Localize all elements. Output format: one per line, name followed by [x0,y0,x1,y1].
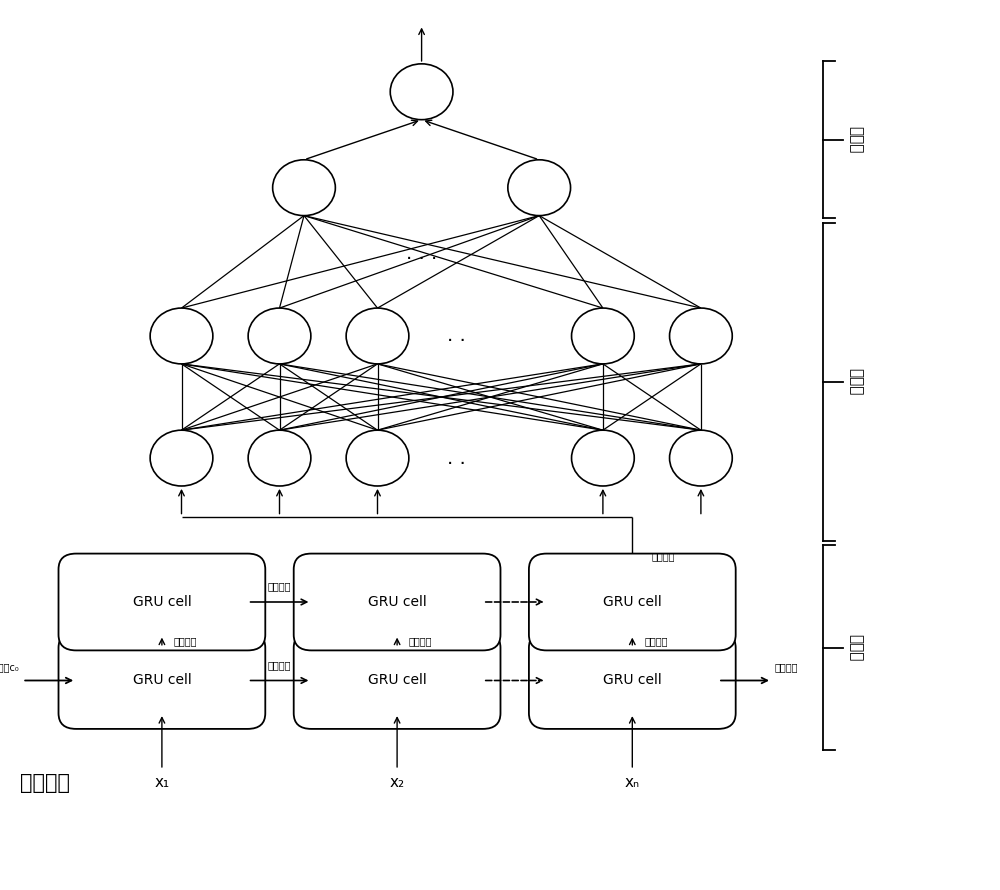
Text: GRU cell: GRU cell [133,674,191,687]
Text: 单元状态c₀: 单元状态c₀ [0,662,19,673]
FancyBboxPatch shape [294,554,500,651]
Circle shape [248,430,311,486]
Text: GRU cell: GRU cell [603,674,662,687]
Text: 隐藏层: 隐藏层 [848,368,863,395]
Circle shape [346,308,409,364]
Circle shape [670,430,732,486]
FancyBboxPatch shape [59,632,265,729]
Text: 数据输入: 数据输入 [20,773,70,793]
Text: 单元状态: 单元状态 [775,662,798,673]
Circle shape [150,308,213,364]
Text: xₙ: xₙ [625,775,640,790]
Text: GRU cell: GRU cell [368,674,426,687]
Text: 单元输出: 单元输出 [644,636,668,646]
Circle shape [670,308,732,364]
Text: 单元状态: 单元状态 [268,581,291,591]
Circle shape [150,430,213,486]
Text: 单元输出: 单元输出 [652,551,675,562]
Text: GRU cell: GRU cell [133,595,191,609]
Text: 单元状态: 单元状态 [268,659,291,670]
Circle shape [390,64,453,119]
Circle shape [248,308,311,364]
Text: x₂: x₂ [390,775,405,790]
Text: . .: . . [447,327,465,345]
Circle shape [273,160,335,215]
Text: x₁: x₁ [154,775,169,790]
FancyBboxPatch shape [529,554,736,651]
Circle shape [346,430,409,486]
Text: . . .: . . . [406,244,437,263]
Text: . .: . . [447,449,465,467]
Text: 输出层: 输出层 [848,126,863,153]
FancyBboxPatch shape [294,632,500,729]
Text: GRU cell: GRU cell [368,595,426,609]
Circle shape [508,160,571,215]
Text: 单元输出: 单元输出 [409,636,432,646]
Circle shape [572,308,634,364]
FancyBboxPatch shape [59,554,265,651]
Text: 输入层: 输入层 [848,634,863,661]
Text: 单元输出: 单元输出 [174,636,197,646]
Circle shape [572,430,634,486]
Text: GRU cell: GRU cell [603,595,662,609]
FancyBboxPatch shape [529,632,736,729]
